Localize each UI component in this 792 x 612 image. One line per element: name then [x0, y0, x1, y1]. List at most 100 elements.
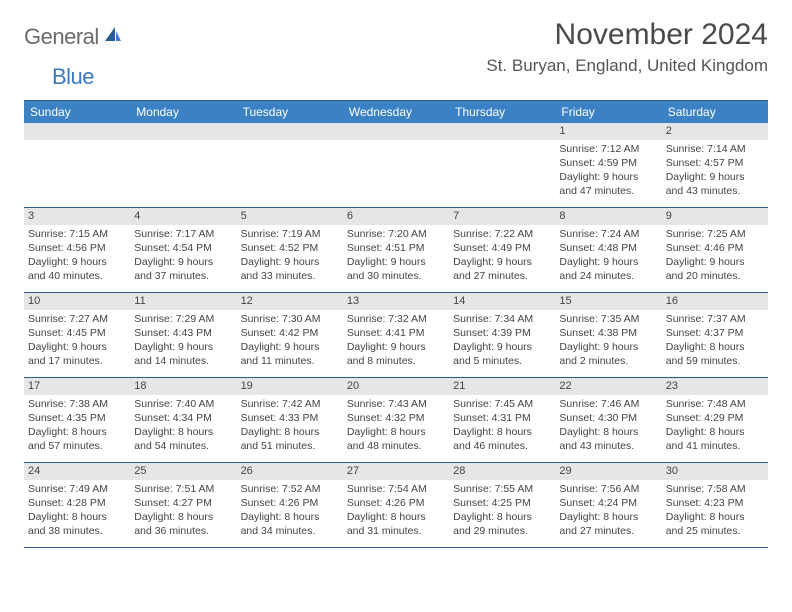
day-cell: 19Sunrise: 7:42 AMSunset: 4:33 PMDayligh…: [237, 378, 343, 462]
day-number: 19: [237, 378, 343, 395]
daylight-text: Daylight: 9 hours: [453, 255, 551, 269]
sunset-text: Sunset: 4:52 PM: [241, 241, 339, 255]
weekday-header: Wednesday: [343, 101, 449, 123]
weekday-header: Friday: [555, 101, 661, 123]
daylight-text: and 27 minutes.: [559, 524, 657, 538]
empty-day-cell: [24, 123, 130, 207]
daylight-text: Daylight: 8 hours: [241, 425, 339, 439]
sunset-text: Sunset: 4:43 PM: [134, 326, 232, 340]
day-cell: 25Sunrise: 7:51 AMSunset: 4:27 PMDayligh…: [130, 463, 236, 547]
daylight-text: Daylight: 8 hours: [453, 510, 551, 524]
day-number: 3: [24, 208, 130, 225]
empty-day-cell: [237, 123, 343, 207]
day-cell: 14Sunrise: 7:34 AMSunset: 4:39 PMDayligh…: [449, 293, 555, 377]
week-row: 10Sunrise: 7:27 AMSunset: 4:45 PMDayligh…: [24, 293, 768, 378]
day-cell: 16Sunrise: 7:37 AMSunset: 4:37 PMDayligh…: [662, 293, 768, 377]
daylight-text: and 30 minutes.: [347, 269, 445, 283]
day-cell: 23Sunrise: 7:48 AMSunset: 4:29 PMDayligh…: [662, 378, 768, 462]
day-cell: 1Sunrise: 7:12 AMSunset: 4:59 PMDaylight…: [555, 123, 661, 207]
day-cell: 29Sunrise: 7:56 AMSunset: 4:24 PMDayligh…: [555, 463, 661, 547]
sunrise-text: Sunrise: 7:52 AM: [241, 482, 339, 496]
daylight-text: Daylight: 8 hours: [347, 510, 445, 524]
daylight-text: and 43 minutes.: [666, 184, 764, 198]
empty-day-cell: [449, 123, 555, 207]
day-number: 4: [130, 208, 236, 225]
sunset-text: Sunset: 4:49 PM: [453, 241, 551, 255]
daylight-text: Daylight: 8 hours: [453, 425, 551, 439]
sunrise-text: Sunrise: 7:48 AM: [666, 397, 764, 411]
week-row: 24Sunrise: 7:49 AMSunset: 4:28 PMDayligh…: [24, 463, 768, 548]
sunset-text: Sunset: 4:29 PM: [666, 411, 764, 425]
day-cell: 7Sunrise: 7:22 AMSunset: 4:49 PMDaylight…: [449, 208, 555, 292]
daylight-text: Daylight: 9 hours: [559, 170, 657, 184]
sunrise-text: Sunrise: 7:40 AM: [134, 397, 232, 411]
day-number: [237, 123, 343, 140]
day-cell: 11Sunrise: 7:29 AMSunset: 4:43 PMDayligh…: [130, 293, 236, 377]
daylight-text: and 51 minutes.: [241, 439, 339, 453]
sunset-text: Sunset: 4:59 PM: [559, 156, 657, 170]
sunset-text: Sunset: 4:35 PM: [28, 411, 126, 425]
daylight-text: and 47 minutes.: [559, 184, 657, 198]
sunrise-text: Sunrise: 7:45 AM: [453, 397, 551, 411]
day-cell: 17Sunrise: 7:38 AMSunset: 4:35 PMDayligh…: [24, 378, 130, 462]
daylight-text: and 36 minutes.: [134, 524, 232, 538]
sunset-text: Sunset: 4:54 PM: [134, 241, 232, 255]
day-number: 7: [449, 208, 555, 225]
sunset-text: Sunset: 4:24 PM: [559, 496, 657, 510]
weekday-header-row: SundayMondayTuesdayWednesdayThursdayFrid…: [24, 101, 768, 123]
sunrise-text: Sunrise: 7:58 AM: [666, 482, 764, 496]
day-cell: 30Sunrise: 7:58 AMSunset: 4:23 PMDayligh…: [662, 463, 768, 547]
daylight-text: and 8 minutes.: [347, 354, 445, 368]
calendar-page: General November 2024 St. Buryan, Englan…: [0, 0, 792, 548]
day-cell: 6Sunrise: 7:20 AMSunset: 4:51 PMDaylight…: [343, 208, 449, 292]
daylight-text: Daylight: 8 hours: [666, 340, 764, 354]
daylight-text: and 38 minutes.: [28, 524, 126, 538]
day-number: 23: [662, 378, 768, 395]
day-number: [343, 123, 449, 140]
sunrise-text: Sunrise: 7:25 AM: [666, 227, 764, 241]
day-number: 14: [449, 293, 555, 310]
day-cell: 22Sunrise: 7:46 AMSunset: 4:30 PMDayligh…: [555, 378, 661, 462]
day-cell: 26Sunrise: 7:52 AMSunset: 4:26 PMDayligh…: [237, 463, 343, 547]
brand-word-2: Blue: [52, 64, 94, 90]
day-number: 24: [24, 463, 130, 480]
daylight-text: Daylight: 9 hours: [347, 255, 445, 269]
daylight-text: and 27 minutes.: [453, 269, 551, 283]
daylight-text: and 29 minutes.: [453, 524, 551, 538]
daylight-text: and 24 minutes.: [559, 269, 657, 283]
day-number: 17: [24, 378, 130, 395]
brand-logo: General: [24, 24, 125, 50]
sunset-text: Sunset: 4:25 PM: [453, 496, 551, 510]
day-number: 15: [555, 293, 661, 310]
daylight-text: and 11 minutes.: [241, 354, 339, 368]
sunrise-text: Sunrise: 7:56 AM: [559, 482, 657, 496]
daylight-text: Daylight: 9 hours: [28, 255, 126, 269]
sunrise-text: Sunrise: 7:14 AM: [666, 142, 764, 156]
day-cell: 8Sunrise: 7:24 AMSunset: 4:48 PMDaylight…: [555, 208, 661, 292]
day-number: [24, 123, 130, 140]
day-number: 9: [662, 208, 768, 225]
day-cell: 3Sunrise: 7:15 AMSunset: 4:56 PMDaylight…: [24, 208, 130, 292]
daylight-text: Daylight: 8 hours: [347, 425, 445, 439]
day-number: 30: [662, 463, 768, 480]
sunrise-text: Sunrise: 7:19 AM: [241, 227, 339, 241]
sunset-text: Sunset: 4:57 PM: [666, 156, 764, 170]
sunrise-text: Sunrise: 7:12 AM: [559, 142, 657, 156]
sunrise-text: Sunrise: 7:55 AM: [453, 482, 551, 496]
day-number: 10: [24, 293, 130, 310]
day-number: 12: [237, 293, 343, 310]
day-number: [130, 123, 236, 140]
empty-day-cell: [343, 123, 449, 207]
daylight-text: and 14 minutes.: [134, 354, 232, 368]
day-number: 13: [343, 293, 449, 310]
day-number: 28: [449, 463, 555, 480]
sunrise-text: Sunrise: 7:37 AM: [666, 312, 764, 326]
day-number: 29: [555, 463, 661, 480]
day-number: 22: [555, 378, 661, 395]
sunrise-text: Sunrise: 7:20 AM: [347, 227, 445, 241]
day-cell: 13Sunrise: 7:32 AMSunset: 4:41 PMDayligh…: [343, 293, 449, 377]
sunset-text: Sunset: 4:34 PM: [134, 411, 232, 425]
sunrise-text: Sunrise: 7:32 AM: [347, 312, 445, 326]
weekday-header: Saturday: [662, 101, 768, 123]
sunset-text: Sunset: 4:33 PM: [241, 411, 339, 425]
